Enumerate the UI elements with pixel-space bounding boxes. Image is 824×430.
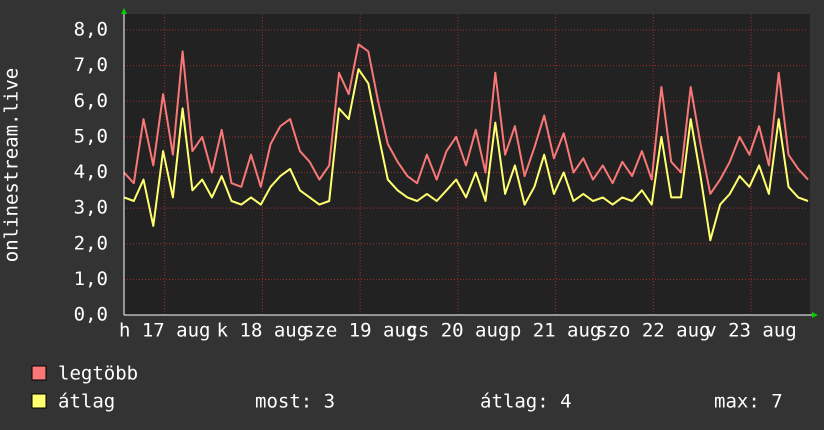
x-tick-label: cs 20 aug xyxy=(406,320,509,342)
legend: legtöbb átlag most: 3 átlag: 4 max: 7 xyxy=(31,363,783,413)
series-line xyxy=(123,43,809,195)
y-tick-label: 8,0 xyxy=(74,19,108,41)
y-tick-label: 4,0 xyxy=(74,161,108,183)
x-arrow xyxy=(812,312,818,318)
x-tick-label: h 17 aug xyxy=(119,320,211,342)
y-arrow xyxy=(121,8,127,14)
legend-stat: most: 3 xyxy=(255,391,335,413)
y-axis-label: onlinestream.live xyxy=(1,68,23,262)
y-tick-label: 0,0 xyxy=(74,304,108,326)
x-tick-label: v 23 aug xyxy=(705,320,797,342)
y-tick-label: 1,0 xyxy=(74,268,108,290)
legend-stat: max: 7 xyxy=(714,391,783,413)
lines xyxy=(123,43,809,242)
x-tick-label: k 18 aug xyxy=(217,320,309,342)
x-tick-label: p 21 aug xyxy=(510,320,602,342)
y-tick-label: 6,0 xyxy=(74,90,108,112)
y-tick-label: 7,0 xyxy=(74,54,108,76)
legend-stat: átlag: 4 xyxy=(480,391,572,413)
legend-label: legtöbb xyxy=(58,363,138,385)
y-tick-label: 3,0 xyxy=(74,197,108,219)
x-tick-label: szo 22 aug xyxy=(596,320,710,342)
y-tick-label: 2,0 xyxy=(74,232,108,254)
legend-swatch xyxy=(31,365,47,381)
legend-label: átlag xyxy=(58,391,115,413)
x-tick-label: sze 19 aug xyxy=(303,320,417,342)
y-tick-label: 5,0 xyxy=(74,125,108,147)
series-line xyxy=(123,68,809,242)
legend-swatch xyxy=(31,393,47,409)
